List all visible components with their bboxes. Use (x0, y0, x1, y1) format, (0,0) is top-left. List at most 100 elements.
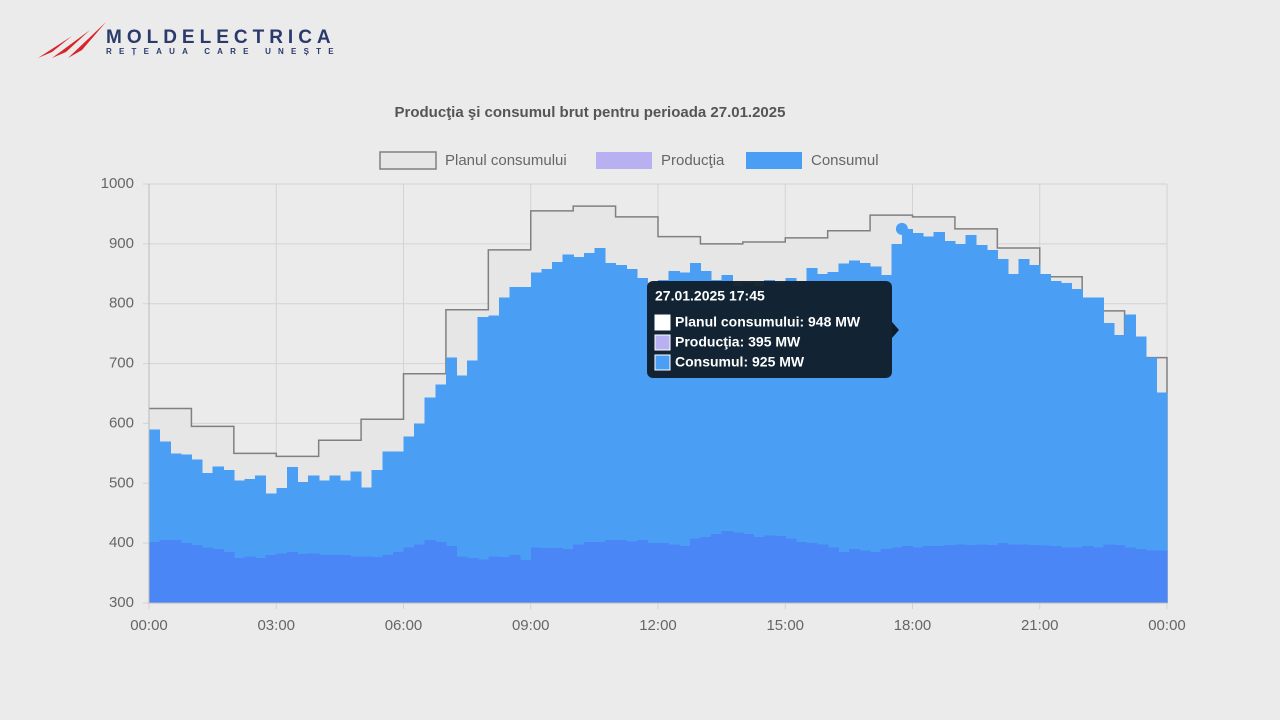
consumption-bar (244, 479, 256, 603)
tooltip-swatch (654, 314, 671, 331)
production-bar (562, 549, 574, 603)
production-bar (732, 532, 744, 603)
consumption-bar (509, 286, 521, 603)
tooltip-item: Consumul: 925 MW (675, 354, 805, 370)
production-bar (954, 544, 967, 603)
legend-swatch (746, 152, 802, 169)
consumption-bar (827, 271, 839, 603)
tooltip-swatch (654, 334, 671, 351)
consumption-bar (838, 263, 850, 603)
consumption-bar (541, 268, 553, 603)
consumption-bar (912, 233, 924, 603)
production-bar (923, 546, 935, 603)
production-bar (997, 543, 1009, 603)
x-tick-label: 00:00 (130, 617, 168, 634)
production-bar (361, 556, 373, 603)
logo-arrow (52, 30, 90, 58)
production-bar (976, 544, 988, 603)
production-bar (848, 549, 861, 603)
production-bar (944, 544, 956, 603)
production-bar (859, 550, 871, 603)
consumption-bar (891, 243, 903, 603)
production-bar (689, 538, 702, 603)
production-bar (456, 556, 468, 603)
consumption-bar (1050, 280, 1062, 603)
consumption-bar (223, 470, 235, 603)
production-bar (308, 553, 320, 603)
consumption-bar (668, 270, 680, 603)
consumption-bar (350, 471, 362, 603)
production-bar (180, 543, 193, 603)
consumption-bar (679, 272, 691, 603)
consumption-bar (297, 482, 309, 603)
production-bar (721, 531, 733, 603)
production-bar (477, 559, 489, 603)
consumption-bar (530, 272, 542, 603)
consumption-bar (933, 231, 945, 603)
consumption-bar (774, 282, 786, 603)
consumption-bar (1082, 297, 1094, 603)
consumption-bar (149, 429, 161, 603)
chart-title: Producţia şi consumul brut pentru perioa… (395, 104, 786, 121)
consumption-bar (318, 480, 330, 603)
tooltip-title: 27.01.2025 17:45 (655, 288, 765, 304)
production-bar (530, 547, 542, 603)
production-bar (880, 549, 892, 603)
consumption-bar (467, 360, 479, 603)
consumption-bar (742, 282, 755, 603)
consumption-bar (583, 252, 595, 604)
production-bar (202, 547, 214, 603)
consumption-bar (923, 236, 935, 603)
x-tick-label: 15:00 (766, 617, 804, 634)
consumption-bar (1018, 258, 1030, 603)
consumption-bar (795, 280, 808, 603)
y-tick-label: 400 (109, 534, 134, 551)
consumption-bar (732, 285, 744, 603)
consumption-bar (976, 245, 988, 603)
production-bar (1135, 549, 1147, 603)
hover-point (895, 222, 908, 235)
production-bar (785, 538, 797, 603)
tooltip-item: Producţia: 395 MW (675, 334, 801, 350)
y-tick-label: 800 (109, 295, 134, 312)
consumption-bar (276, 488, 288, 603)
consumption-bar (573, 257, 585, 603)
consumption-bar (1071, 288, 1083, 603)
consumption-bar (212, 466, 224, 603)
consumption-bar (498, 297, 511, 603)
consumption-bar (753, 285, 765, 603)
x-tick-label: 21:00 (1021, 617, 1059, 634)
production-bar (1007, 544, 1020, 603)
production-bar (392, 552, 405, 603)
consumption-bar (456, 375, 468, 603)
production-bar (424, 540, 436, 603)
consumption-bar (986, 249, 998, 604)
production-bar (403, 547, 415, 603)
consumption-bar (721, 274, 733, 603)
production-bar (276, 553, 288, 603)
production-bar (573, 544, 585, 603)
production-bar (1050, 546, 1062, 603)
consumption-bar (594, 248, 606, 603)
production-bar (711, 534, 723, 603)
production-bar (583, 541, 595, 603)
production-bar (700, 537, 712, 603)
production-bar (286, 552, 299, 603)
consumption-bar (1135, 336, 1147, 603)
production-bar (774, 535, 786, 603)
tooltip-box (647, 281, 892, 378)
legend-label: Planul consumului (445, 152, 567, 169)
consumption-bar (371, 470, 383, 603)
y-tick-label: 500 (109, 474, 134, 491)
plot (149, 205, 1168, 604)
y-tick-label: 900 (109, 235, 134, 252)
consumption-bar (901, 228, 914, 603)
logo-arrow (68, 22, 106, 58)
consumption-bar (1113, 334, 1126, 603)
consumption-bar (764, 279, 776, 603)
consumption-bar (339, 480, 352, 603)
production-bar (541, 547, 553, 603)
consumption-bar (636, 277, 648, 603)
legend-label: Producţia (661, 152, 725, 169)
consumption-bar (170, 453, 182, 603)
